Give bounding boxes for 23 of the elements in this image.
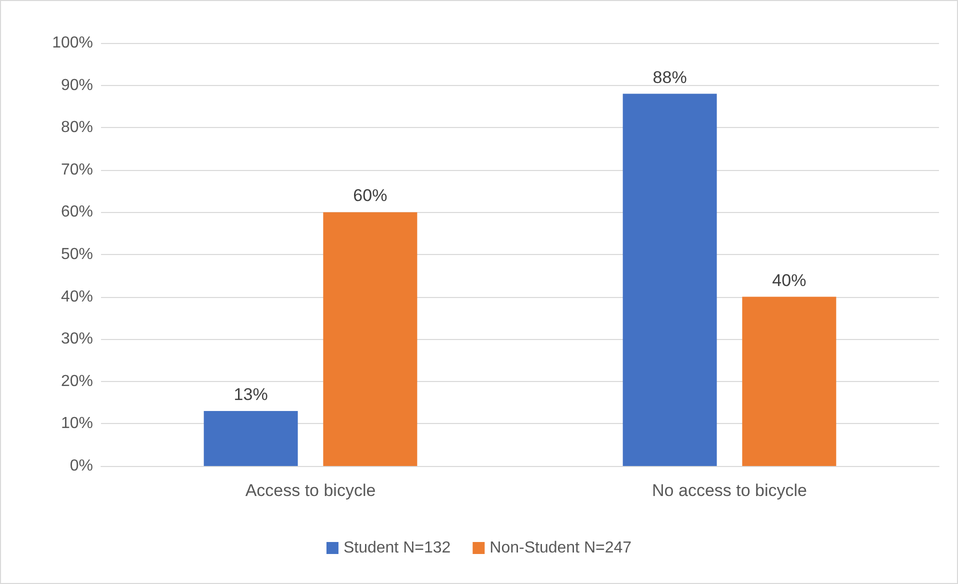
- bar: [622, 94, 717, 466]
- y-tick-label: 30%: [60, 330, 93, 348]
- bar: [323, 212, 418, 466]
- y-tick-label: 20%: [60, 372, 93, 390]
- y-tick-label: 0%: [70, 458, 93, 474]
- y-tick-label: 10%: [60, 415, 93, 432]
- y-tick-label: 40%: [60, 288, 93, 306]
- bar: [204, 411, 298, 466]
- y-tick-label: 90%: [60, 76, 93, 94]
- x-tick-label: No access to bicycle: [652, 481, 807, 500]
- data-label: 13%: [234, 385, 268, 404]
- data-label: 60%: [353, 186, 388, 206]
- x-tick-label: Access to bicycle: [245, 481, 376, 500]
- y-tick-label: 50%: [60, 246, 93, 263]
- data-label: 88%: [652, 68, 687, 87]
- y-tick-label: 100%: [52, 34, 93, 52]
- data-label: 40%: [772, 270, 806, 290]
- y-tick-label: 60%: [60, 204, 93, 221]
- legend-label: Non-Student N=247: [490, 540, 632, 556]
- y-tick-label: 70%: [60, 161, 93, 178]
- y-tick-label: 80%: [60, 119, 93, 136]
- bar: [742, 296, 836, 466]
- legend-label: Student N=132: [343, 540, 451, 556]
